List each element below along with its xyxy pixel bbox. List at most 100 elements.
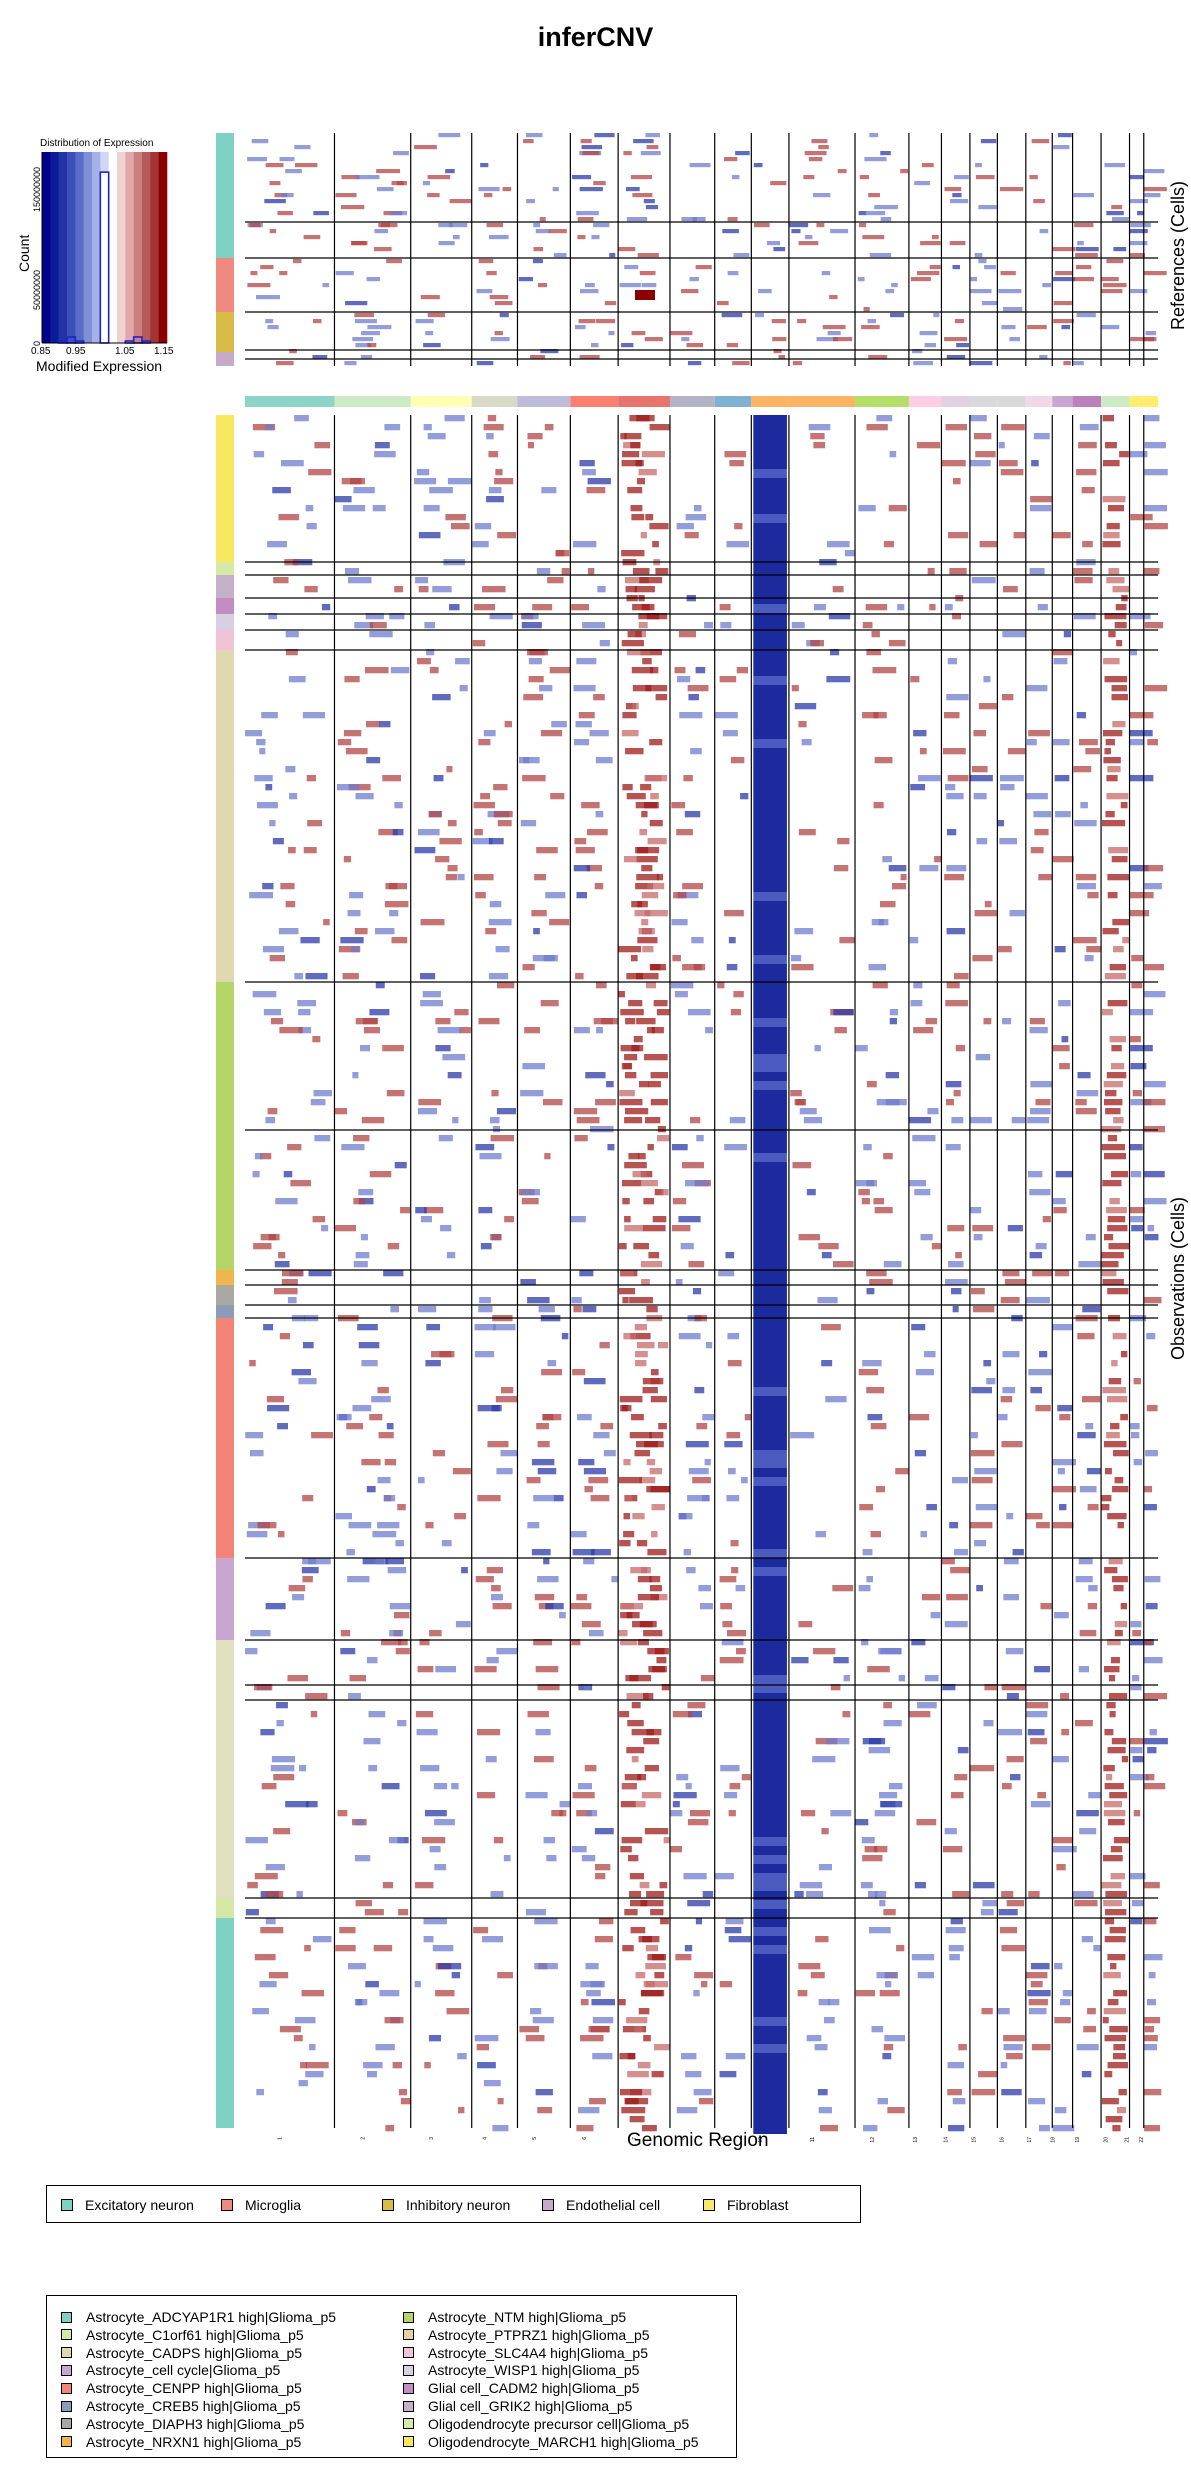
- heatmap-cell: [844, 550, 855, 557]
- heatmap-cell: [1082, 541, 1093, 548]
- heatmap-cell: [485, 928, 497, 935]
- heatmap-cell: [678, 1513, 693, 1520]
- heatmap-cell: [1104, 1918, 1115, 1925]
- heatmap-cell: [753, 1297, 787, 1306]
- heatmap-cell: [591, 1999, 615, 2006]
- heatmap-cell: [753, 1837, 787, 1846]
- heatmap-cell: [1038, 2125, 1050, 2132]
- hist-ytick-2: 150000000: [32, 166, 42, 212]
- heatmap-cell: [424, 1207, 444, 1214]
- heatmap-cell: [753, 712, 787, 721]
- heatmap-cell: [913, 982, 923, 989]
- heatmap-cell: [753, 928, 787, 937]
- heatmap-cell: [675, 1954, 692, 1961]
- heatmap-cell: [432, 694, 451, 701]
- heatmap-cell: [346, 1549, 355, 1556]
- heatmap-cell: [344, 676, 360, 683]
- heatmap-cell: [720, 1603, 732, 1610]
- heatmap-cell: [998, 1729, 1023, 1736]
- heatmap-cell: [1112, 721, 1126, 728]
- heatmap-cell: [288, 676, 306, 683]
- heatmap-cell: [298, 2080, 308, 2087]
- heatmap-cell: [1052, 1522, 1074, 1529]
- heatmap-cell: [1077, 1333, 1095, 1340]
- heatmap-cell: [934, 856, 942, 863]
- heatmap-cell: [524, 1027, 541, 1034]
- heatmap-cell: [722, 730, 738, 737]
- heatmap-cell: [334, 496, 352, 503]
- heatmap-cell: [1117, 1522, 1124, 1529]
- heatmap-cell: [970, 1522, 993, 1529]
- heatmap-cell: [1144, 271, 1167, 276]
- heatmap-cell: [384, 1459, 397, 1466]
- heatmap-cell: [397, 1720, 407, 1727]
- heatmap-cell: [619, 1711, 630, 1718]
- heatmap-cell: [629, 1891, 642, 1898]
- heatmap-cell: [442, 1054, 466, 1061]
- heatmap-cell: [685, 514, 707, 521]
- heatmap-cell: [687, 1495, 710, 1502]
- heatmap-cell: [323, 919, 330, 926]
- heatmap-cell: [871, 919, 884, 926]
- heatmap-cell: [1006, 1900, 1025, 1907]
- heatmap-cell: [489, 901, 502, 908]
- heatmap-cell: [978, 2071, 998, 2078]
- hist-ytick-0: 0: [32, 340, 42, 346]
- heatmap-cell: [646, 1027, 655, 1034]
- heatmap-cell: [1112, 2053, 1126, 2060]
- chromosome-color-segment: [941, 396, 970, 407]
- heatmap-cell: [1102, 1855, 1123, 1862]
- heatmap-cell: [909, 937, 919, 944]
- heatmap-cell: [549, 667, 571, 674]
- heatmap-cell: [791, 964, 814, 971]
- heatmap-cell: [1078, 442, 1097, 449]
- heatmap-cell: [998, 1414, 1008, 1421]
- heatmap-cell: [654, 1189, 664, 1196]
- heatmap-cell: [753, 1648, 787, 1657]
- heatmap-cell: [680, 2053, 697, 2060]
- heatmap-cell: [945, 1000, 968, 1007]
- heatmap-cell: [888, 865, 907, 872]
- heatmap-cell: [285, 649, 298, 656]
- heatmap-cell: [417, 829, 440, 836]
- heatmap-cell: [640, 1171, 653, 1178]
- heatmap-cell: [428, 2035, 442, 2042]
- legend-label: Astrocyte_cell cycle|Glioma_p5: [86, 2362, 281, 2379]
- heatmap-cell: [753, 1225, 787, 1234]
- heatmap-cell: [639, 829, 648, 836]
- heatmap-cell: [649, 523, 669, 530]
- chromosome-tick-label: 20: [1103, 2137, 1109, 2143]
- heatmap-cell: [1129, 712, 1154, 719]
- heatmap-cell: [621, 1837, 643, 1844]
- heatmap-cell: [753, 775, 787, 784]
- heatmap-cell: [533, 1639, 553, 1646]
- heatmap-cell: [480, 163, 489, 168]
- heatmap-cell: [644, 1441, 664, 1448]
- heatmap-cell: [265, 319, 274, 324]
- heatmap-cell: [869, 253, 892, 258]
- heatmap-cell: [623, 1531, 635, 1538]
- heatmap-cell: [947, 2062, 965, 2069]
- heatmap-cell: [623, 1513, 631, 1520]
- heatmap-cell: [292, 1594, 305, 1601]
- heatmap-cell: [860, 1882, 873, 1889]
- heatmap-cell: [1002, 307, 1023, 312]
- heatmap-cell: [1110, 1423, 1120, 1430]
- heatmap-cell: [735, 1585, 746, 1592]
- heatmap-cell: [1133, 1459, 1143, 1466]
- heatmap-cell: [888, 1783, 903, 1790]
- heatmap-cell: [753, 604, 787, 613]
- heatmap-cell: [999, 775, 1024, 782]
- heatmap-cell: [306, 1801, 318, 1808]
- heatmap-cell: [1113, 1990, 1128, 1997]
- heatmap-cell: [1106, 211, 1124, 216]
- heatmap-cell: [1009, 910, 1025, 917]
- heatmap-cell: [435, 856, 450, 863]
- heatmap-cell: [753, 550, 787, 559]
- heatmap-cell: [490, 337, 510, 342]
- heatmap-cell: [753, 1729, 787, 1738]
- heatmap-cell: [1106, 1432, 1120, 1439]
- heatmap-cell: [528, 658, 542, 665]
- heatmap-cell: [798, 1963, 821, 1970]
- heatmap-cell: [415, 1882, 434, 1889]
